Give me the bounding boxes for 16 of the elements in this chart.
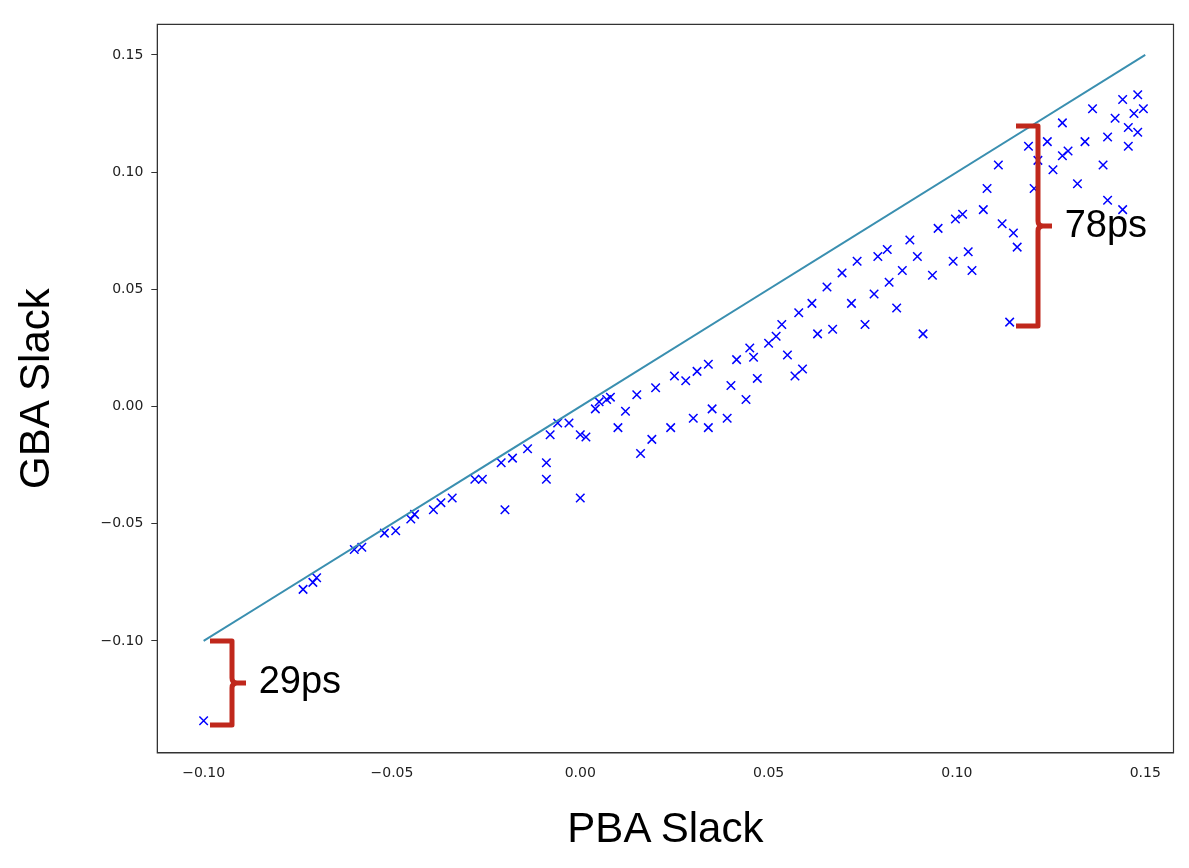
y-tick-label: 0.05 bbox=[112, 279, 144, 296]
y-axis-title: GBA Slack bbox=[10, 287, 58, 489]
x-axis-title: PBA Slack bbox=[567, 804, 765, 852]
annotation: 29ps bbox=[258, 659, 342, 702]
y-tick-label: 0.10 bbox=[112, 162, 144, 179]
y-tick-label: −0.10 bbox=[100, 631, 144, 648]
y-tick-label: 0.15 bbox=[112, 45, 144, 62]
x-tick-label: −0.05 bbox=[370, 763, 414, 780]
annotation: 78ps bbox=[1064, 202, 1148, 245]
x-tick-label: −0.10 bbox=[182, 763, 226, 780]
x-tick-label: 0.05 bbox=[753, 763, 785, 780]
x-tick-label: 0.15 bbox=[1129, 763, 1161, 780]
y-tick-label: 0.00 bbox=[112, 397, 144, 414]
y-tick-label: −0.05 bbox=[100, 514, 144, 531]
x-tick-label: 0.10 bbox=[941, 763, 973, 780]
x-tick-label: 0.00 bbox=[564, 763, 596, 780]
